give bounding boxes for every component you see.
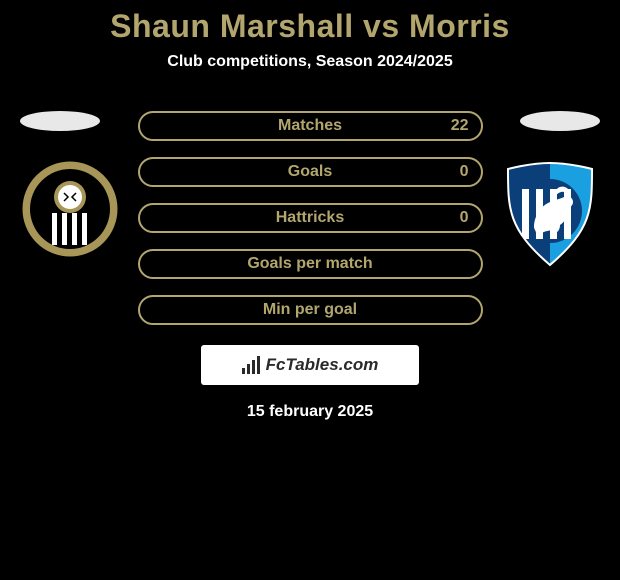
stat-row: Hattricks 0 xyxy=(138,203,483,233)
branding-text: FcTables.com xyxy=(266,355,379,375)
club-crest-right xyxy=(500,159,600,269)
stat-row: Goals per match xyxy=(138,249,483,279)
stat-value: 0 xyxy=(460,209,469,227)
page-title: Shaun Marshall vs Morris xyxy=(0,8,620,45)
notts-county-crest-icon xyxy=(20,159,120,259)
player-left-avatar xyxy=(20,111,100,131)
stat-label: Hattricks xyxy=(276,209,344,227)
subtitle: Club competitions, Season 2024/2025 xyxy=(0,53,620,71)
stat-label: Min per goal xyxy=(263,301,357,319)
chart-bars-icon xyxy=(242,356,260,374)
stat-label: Matches xyxy=(278,117,342,135)
stat-row: Matches 22 xyxy=(138,111,483,141)
stat-value: 22 xyxy=(451,117,469,135)
club-crest-left xyxy=(20,159,120,259)
comparison-area: Matches 22 Goals 0 Hattricks 0 Goals per… xyxy=(0,111,620,421)
stat-label: Goals xyxy=(288,163,332,181)
stat-row: Goals 0 xyxy=(138,157,483,187)
gillingham-crest-icon xyxy=(500,159,600,269)
stat-row: Min per goal xyxy=(138,295,483,325)
comparison-date: 15 february 2025 xyxy=(0,403,620,421)
stat-value: 0 xyxy=(460,163,469,181)
player-right-avatar xyxy=(520,111,600,131)
stats-list: Matches 22 Goals 0 Hattricks 0 Goals per… xyxy=(138,111,483,325)
avatar-placeholder-icon xyxy=(20,111,100,131)
stat-label: Goals per match xyxy=(247,255,372,273)
branding-badge: FcTables.com xyxy=(201,345,419,385)
avatar-placeholder-icon xyxy=(520,111,600,131)
